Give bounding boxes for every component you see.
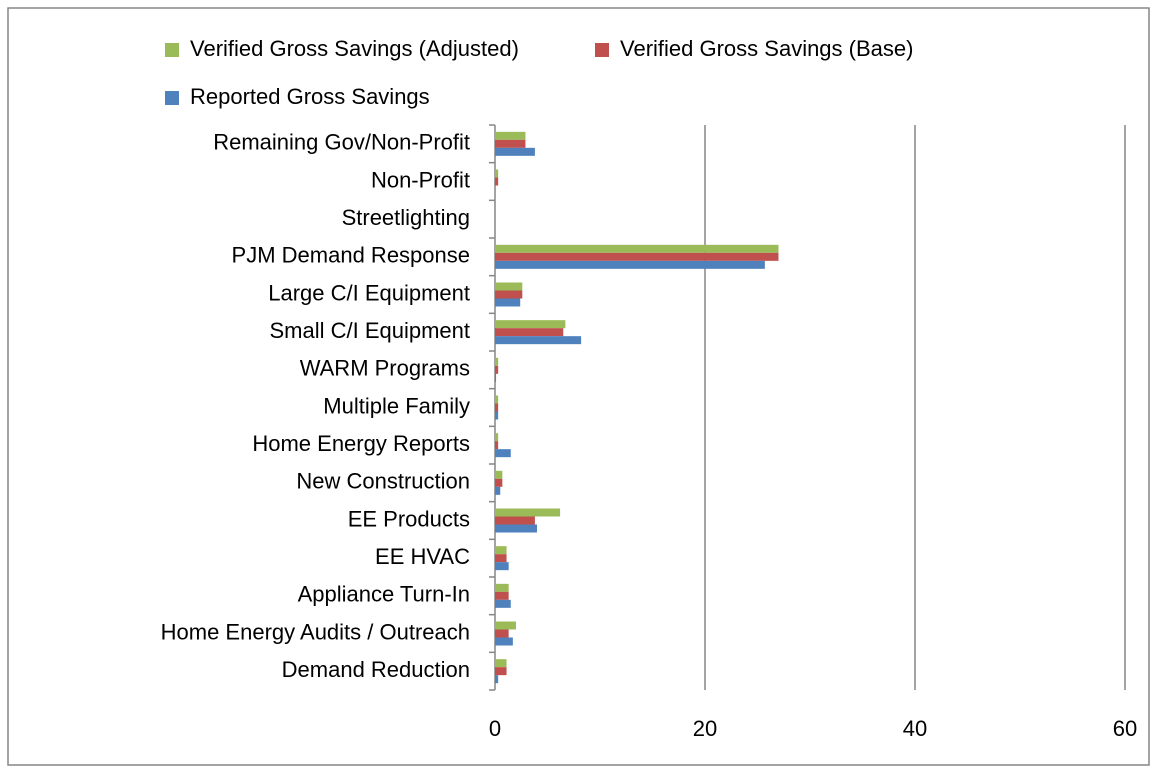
- bar: [495, 177, 499, 186]
- bar: [495, 373, 497, 382]
- bar: [495, 131, 526, 140]
- bar: [495, 486, 501, 495]
- bar: [495, 252, 779, 261]
- y-tick-label: PJM Demand Response: [232, 243, 470, 268]
- x-tick-label: 0: [489, 716, 501, 741]
- bar: [495, 637, 513, 646]
- y-tick-label: EE HVAC: [375, 544, 470, 569]
- legend-label: Verified Gross Savings (Adjusted): [190, 36, 519, 61]
- bar: [495, 599, 511, 608]
- chart-border: [7, 7, 1150, 766]
- bar: [495, 470, 503, 479]
- bar: [495, 675, 499, 684]
- bar: [495, 282, 523, 291]
- y-tick-label: WARM Programs: [300, 356, 470, 381]
- bar: [495, 629, 509, 638]
- bar: [495, 524, 537, 533]
- y-tick-label: New Construction: [296, 469, 470, 494]
- y-tick-label: Home Energy Reports: [252, 431, 470, 456]
- bar: [495, 478, 503, 487]
- x-tick-label: 40: [903, 716, 927, 741]
- legend-swatch: [165, 43, 179, 57]
- bar: [495, 260, 765, 269]
- bar: [495, 357, 499, 366]
- legend-label: Verified Gross Savings (Base): [620, 36, 913, 61]
- bar: [495, 320, 566, 329]
- bar: [495, 591, 509, 600]
- bar: [495, 583, 509, 592]
- legend-swatch: [595, 43, 609, 57]
- y-tick-label: Home Energy Audits / Outreach: [161, 619, 470, 644]
- bar: [495, 433, 499, 442]
- bar: [495, 244, 779, 253]
- bar: [495, 139, 526, 148]
- bar: [495, 659, 507, 668]
- bar: [495, 403, 499, 412]
- bar: [495, 621, 516, 630]
- bar: [495, 290, 523, 299]
- y-tick-label: Small C/I Equipment: [269, 318, 470, 343]
- bar: [495, 147, 535, 156]
- x-tick-label: 60: [1113, 716, 1137, 741]
- y-tick-label: Large C/I Equipment: [268, 280, 470, 305]
- bar: [495, 667, 507, 676]
- y-tick-label: Appliance Turn-In: [298, 582, 470, 607]
- y-tick-label: Multiple Family: [323, 393, 470, 418]
- y-tick-label: Demand Reduction: [282, 657, 470, 682]
- bar: [495, 395, 499, 404]
- bar: [495, 516, 535, 525]
- bar: [495, 328, 564, 337]
- y-tick-label: Remaining Gov/Non-Profit: [213, 130, 470, 155]
- bar: [495, 441, 499, 450]
- legend-label: Reported Gross Savings: [190, 84, 430, 109]
- bar: [495, 449, 511, 458]
- x-tick-label: 20: [693, 716, 717, 741]
- y-tick-label: Non-Profit: [371, 167, 470, 192]
- bar: [495, 298, 521, 307]
- y-tick-label: EE Products: [348, 506, 470, 531]
- bar: [495, 508, 561, 517]
- legend-swatch: [165, 91, 179, 105]
- bar: [495, 411, 499, 420]
- bar: [495, 562, 509, 571]
- bar: [495, 169, 499, 178]
- bar: [495, 554, 507, 563]
- bar: [495, 336, 582, 345]
- y-tick-label: Streetlighting: [342, 205, 470, 230]
- bar: [495, 546, 507, 555]
- bar: [495, 365, 499, 374]
